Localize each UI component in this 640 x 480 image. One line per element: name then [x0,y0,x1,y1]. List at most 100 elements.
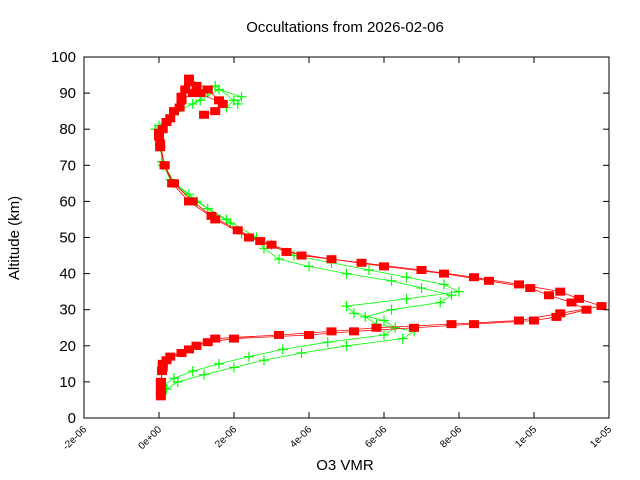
data-point [195,89,206,98]
y-tick-label: 100 [51,49,76,66]
data-point [304,330,314,339]
x-tick-label: 2e-06 [213,424,239,450]
data-point [281,247,292,256]
data-point [454,286,464,297]
series-0 [154,78,607,401]
data-point [364,264,374,275]
data-point [214,358,224,369]
x-tick-label: 0e+00 [136,424,164,452]
data-point [266,240,277,249]
y-tick-label: 10 [59,374,76,391]
axis-ticks: 0 10 20 30 40 50 60 70 80 90 100 -2e-06 0e+00 2e-06 4e… [51,49,614,453]
data-point [274,330,284,339]
data-point [255,237,266,246]
data-point [514,316,524,325]
data-point [446,320,457,329]
data-point [159,161,170,170]
data-point [435,297,446,308]
data-point [199,110,209,119]
data-point [439,269,449,278]
data-point [202,85,213,94]
data-point [401,293,412,304]
y-tick-label: 70 [59,157,76,174]
y-axis-label: Altitude (km) [6,196,23,280]
data-point [326,327,337,336]
data-point [409,323,419,332]
data-point [244,233,254,242]
data-point [341,268,352,279]
data-point [161,117,172,126]
data-point [349,308,359,319]
data-point [529,316,539,325]
data-point [469,320,479,329]
x-tick-label: 4e-06 [288,424,314,450]
y-tick-label: 60 [59,193,76,210]
data-point [191,81,202,90]
data-point [326,255,337,264]
data-point [229,334,239,343]
data-point [187,366,198,377]
data-point [416,283,427,294]
data-point [214,96,224,105]
data-point [544,291,554,300]
data-point [232,226,243,235]
data-point [581,305,592,314]
data-point [341,340,352,351]
data-point [341,301,352,312]
data-point [349,327,359,336]
data-point [439,279,449,290]
y-tick-label: 50 [59,230,76,247]
data-point [401,272,412,283]
y-tick-label: 90 [59,85,76,102]
data-point [277,344,288,355]
data-point [551,312,562,321]
data-point [296,251,307,260]
data-point [386,304,397,315]
y-tick-label: 80 [59,121,76,138]
data-point [596,302,607,311]
data-point [210,107,221,116]
y-tick-label: 40 [59,266,76,283]
data-point [525,284,536,293]
data-point [206,211,217,220]
series-layer [150,74,607,401]
data-point [187,197,198,206]
data-point [184,74,194,83]
data-point [180,85,191,94]
data-point [155,388,166,397]
data-point [176,349,187,358]
data-point [514,280,524,289]
data-point [379,329,389,340]
data-point [169,373,179,384]
data-point [566,298,577,307]
data-point [210,334,221,343]
data-point [304,261,314,272]
chart-title: Occultations from 2026-02-06 [246,19,444,36]
data-point [555,287,566,296]
data-point [155,377,166,386]
data-point [386,275,397,286]
data-point [244,351,254,362]
data-point [199,369,209,380]
data-point [155,139,166,148]
data-point [322,337,333,348]
y-tick-label: 30 [59,302,76,319]
x-tick-label: 1e-05 [588,424,614,450]
data-point [202,338,213,347]
data-point [390,322,401,333]
series-1 [154,74,592,397]
data-point [296,348,307,359]
x-tick-label: 1e-05 [513,424,539,450]
data-point [214,84,224,95]
data-point [371,323,382,332]
data-point [169,179,179,188]
x-tick-label: 6e-06 [363,424,389,450]
data-point [232,98,243,109]
data-point [161,356,172,365]
data-point [469,273,479,282]
data-point [154,128,164,137]
x-axis-label: O3 VMR [316,457,374,474]
data-point [236,91,247,102]
data-point [157,363,168,372]
